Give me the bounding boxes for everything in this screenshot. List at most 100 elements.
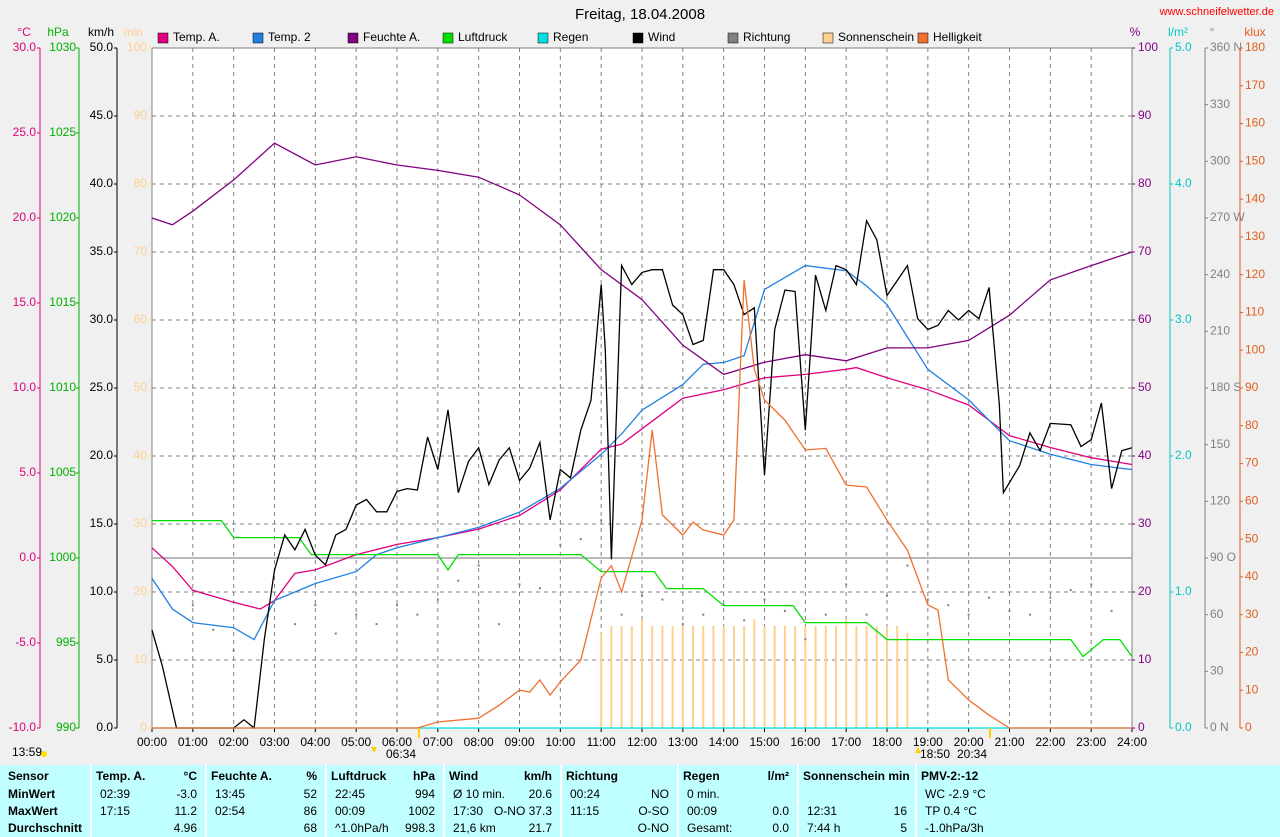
direction-dot [702, 613, 705, 616]
x-tick-label: 24:00 [1117, 735, 1147, 749]
y-tick-label: 5.0 [19, 465, 36, 479]
y-tick-label: 120 [1245, 267, 1265, 281]
column-header: Wind [449, 769, 479, 783]
direction-dot [518, 583, 521, 586]
legend-label: Wind [648, 30, 675, 44]
cell-right: 0.0 [772, 804, 789, 818]
cell-left: WC -2.9 °C [925, 787, 986, 801]
y-tick-label: 20.0 [90, 448, 114, 462]
y-tick-label: 0 [1138, 720, 1145, 734]
legend-label: Luftdruck [458, 30, 508, 44]
y-tick-label: 50 [134, 380, 148, 394]
direction-dot [477, 564, 480, 567]
axis-unit: l/m² [1168, 25, 1188, 39]
row-label: MinWert [8, 787, 56, 801]
direction-dot [232, 649, 235, 652]
y-tick-label: 30 [1138, 516, 1152, 530]
table-column: PMV-2:-12 WC -2.9 °C TP 0.4 °C -1.0hPa/3h [915, 765, 1280, 837]
direction-dot [1110, 609, 1113, 612]
cell-left: 00:09 [335, 804, 366, 818]
y-tick-label: 4.0 [1175, 176, 1192, 190]
grid [152, 48, 1132, 728]
y-tick-label: 360 N [1210, 40, 1242, 54]
column-header: Luftdruck [331, 769, 387, 783]
y-tick-label: 70 [134, 244, 148, 258]
sun-icon [41, 751, 47, 757]
direction-dot [498, 623, 501, 626]
y-tick-label: 300 [1210, 154, 1230, 168]
direction-dot [824, 613, 827, 616]
y-tick-label: 170 [1245, 78, 1265, 92]
y-tick-label: 60 [1245, 494, 1259, 508]
y-tick-label: 35.0 [90, 244, 114, 258]
direction-dot [620, 613, 623, 616]
table-column: Sonnenschein min 12:31 16 7:44 h 5 [797, 765, 915, 837]
y-tick-label: 140 [1245, 191, 1265, 205]
y-tick-label: 45.0 [90, 108, 114, 122]
y-tick-label: 150 [1245, 154, 1265, 168]
sunshine-bar [712, 626, 715, 728]
sunshine-bar [783, 626, 786, 728]
direction-dot [1069, 589, 1072, 592]
x-tick-label: 00:00 [137, 735, 167, 749]
site-link: www.schneifelwetter.de [1159, 6, 1274, 18]
legend-swatch [727, 32, 739, 44]
y-tick-label: 240 [1210, 267, 1230, 281]
y-tick-label: 990 [56, 720, 76, 734]
direction-dot [191, 604, 194, 607]
y-tick-label: 70 [1245, 456, 1259, 470]
column-unit: km/h [523, 769, 552, 783]
y-tick-label: 180 [1245, 40, 1265, 54]
y-tick-label: 10 [1245, 682, 1259, 696]
axis-unit: hPa [47, 25, 69, 39]
y-tick-label: 50 [1138, 380, 1152, 394]
y-tick-label: 20 [1245, 645, 1259, 659]
cell-left: 02:39 [100, 787, 131, 801]
sunshine-bar [834, 626, 837, 728]
axis-unit: km/h [88, 25, 114, 39]
column-unit: hPa [412, 769, 435, 783]
axis-unit: min [123, 25, 142, 39]
y-tick-label: 80 [1138, 176, 1152, 190]
direction-dot [559, 543, 562, 546]
table-column: Sensor MinWert MaxWert Durchschnitt [0, 765, 90, 837]
cell-right: 994 [414, 787, 435, 801]
y-tick-label: 1000 [49, 550, 76, 564]
cell-left: 7:44 h [807, 821, 841, 835]
sunshine-bar [610, 626, 613, 728]
sunshine-bar [865, 626, 868, 728]
x-tick-label: 05:00 [341, 735, 371, 749]
stats-table: Sensor MinWert MaxWert Durchschnitt Temp. A.… [0, 765, 1280, 837]
y-tick-label: 120 [1210, 494, 1230, 508]
direction-dot [681, 623, 684, 626]
y-tick-label: 330 [1210, 97, 1230, 111]
cell-right: 16 [893, 804, 907, 818]
time-note: 18:50 [920, 747, 950, 761]
time-note: 13:59 [12, 745, 42, 759]
x-tick-label: 07:00 [423, 735, 453, 749]
y-tick-label: 1020 [49, 210, 76, 224]
y-tick-label: 995 [56, 635, 76, 649]
direction-dot [457, 579, 460, 582]
y-tick-label: 40 [134, 448, 148, 462]
direction-dot [314, 604, 317, 607]
cell-right: O-NO 37.3 [493, 804, 552, 818]
y-tick-label: 20 [134, 584, 148, 598]
cell-right: 998.3 [404, 821, 435, 835]
series-line [151, 264, 1133, 641]
column-unit: % [306, 769, 317, 783]
column-unit: °C [183, 769, 197, 783]
cell-left: TP 0.4 °C [925, 804, 977, 818]
y-tick-label: 90 [134, 108, 148, 122]
y-tick-label: 210 [1210, 324, 1230, 338]
legend-label: Helligkeit [933, 30, 982, 44]
direction-dot [804, 638, 807, 641]
cell-right: 52 [303, 787, 317, 801]
cell-right: 68 [303, 821, 317, 835]
cell-left: ^1.0hPa/h [335, 821, 389, 835]
y-tick-label: 25.0 [13, 125, 37, 139]
y-tick-label: 150 [1210, 437, 1230, 451]
y-tick-label: 15.0 [13, 295, 37, 309]
column-header: Sonnenschein min [803, 769, 910, 783]
legend-swatch [632, 32, 644, 44]
